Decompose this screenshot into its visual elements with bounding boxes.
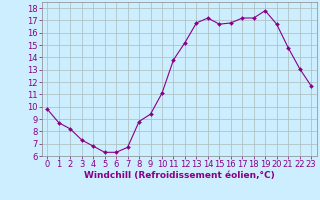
X-axis label: Windchill (Refroidissement éolien,°C): Windchill (Refroidissement éolien,°C): [84, 171, 275, 180]
